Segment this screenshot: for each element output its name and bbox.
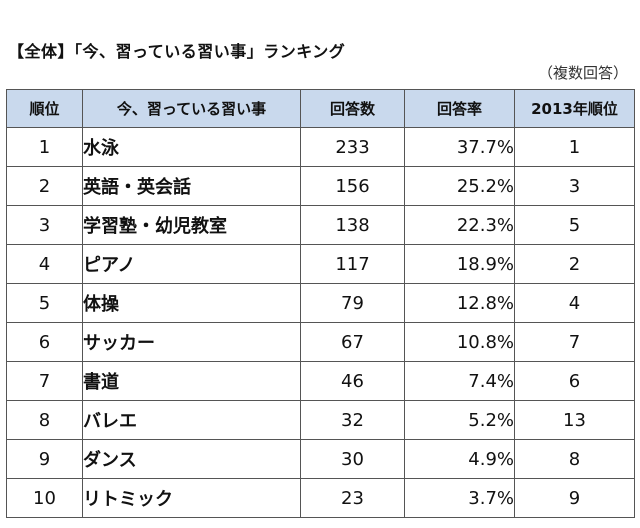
table-row: 10 リトミック 23 3.7% 9: [6, 478, 635, 518]
rank-cell: 8: [6, 400, 83, 440]
lesson-name-cell: バレエ: [82, 400, 301, 440]
prev-rank-cell: 5: [514, 205, 635, 245]
table-row: 1 水泳 233 37.7% 1: [6, 127, 635, 167]
rank-cell: 7: [6, 361, 83, 401]
table-row: 2 英語・英会話 156 25.2% 3: [6, 166, 635, 206]
header-count: 回答数: [300, 89, 405, 128]
rank-cell: 4: [6, 244, 83, 284]
lesson-name-cell: リトミック: [82, 478, 301, 518]
lesson-name-cell: サッカー: [82, 322, 301, 362]
header-2013-rank: 2013年順位: [514, 89, 635, 128]
rank-cell: 5: [6, 283, 83, 323]
rate-cell: 25.2%: [404, 166, 515, 206]
prev-rank-cell: 8: [514, 439, 635, 479]
table-row: 5 体操 79 12.8% 4: [6, 283, 635, 323]
rate-cell: 10.8%: [404, 322, 515, 362]
lesson-name-cell: ピアノ: [82, 244, 301, 284]
count-cell: 32: [300, 400, 405, 440]
rank-cell: 3: [6, 205, 83, 245]
rank-cell: 6: [6, 322, 83, 362]
rate-cell: 7.4%: [404, 361, 515, 401]
lesson-name-cell: 英語・英会話: [82, 166, 301, 206]
rank-cell: 1: [6, 127, 83, 167]
count-cell: 138: [300, 205, 405, 245]
table-row: 9 ダンス 30 4.9% 8: [6, 439, 635, 479]
lesson-name-cell: ダンス: [82, 439, 301, 479]
count-cell: 156: [300, 166, 405, 206]
lesson-name-cell: 体操: [82, 283, 301, 323]
multiple-answer-note: （複数回答）: [537, 64, 628, 82]
count-cell: 46: [300, 361, 405, 401]
prev-rank-cell: 1: [514, 127, 635, 167]
page-title: 【全体】「今、習っている習い事」ランキング: [8, 42, 346, 61]
prev-rank-cell: 4: [514, 283, 635, 323]
rate-cell: 22.3%: [404, 205, 515, 245]
rate-cell: 5.2%: [404, 400, 515, 440]
rate-cell: 18.9%: [404, 244, 515, 284]
count-cell: 67: [300, 322, 405, 362]
count-cell: 79: [300, 283, 405, 323]
lesson-name-cell: 学習塾・幼児教室: [82, 205, 301, 245]
rank-cell: 9: [6, 439, 83, 479]
rate-cell: 12.8%: [404, 283, 515, 323]
count-cell: 23: [300, 478, 405, 518]
rank-cell: 10: [6, 478, 83, 518]
prev-rank-cell: 13: [514, 400, 635, 440]
prev-rank-cell: 9: [514, 478, 635, 518]
header-rate: 回答率: [404, 89, 515, 128]
table-header-row: 順位 今、習っている習い事 回答数 回答率 2013年順位: [6, 89, 635, 128]
rank-cell: 2: [6, 166, 83, 206]
count-cell: 117: [300, 244, 405, 284]
table-row: 4 ピアノ 117 18.9% 2: [6, 244, 635, 284]
lesson-name-cell: 水泳: [82, 127, 301, 167]
table-row: 7 書道 46 7.4% 6: [6, 361, 635, 401]
rate-cell: 37.7%: [404, 127, 515, 167]
rate-cell: 3.7%: [404, 478, 515, 518]
prev-rank-cell: 6: [514, 361, 635, 401]
rate-cell: 4.9%: [404, 439, 515, 479]
lesson-name-cell: 書道: [82, 361, 301, 401]
count-cell: 30: [300, 439, 405, 479]
header-rank: 順位: [6, 89, 83, 128]
count-cell: 233: [300, 127, 405, 167]
prev-rank-cell: 7: [514, 322, 635, 362]
prev-rank-cell: 2: [514, 244, 635, 284]
ranking-table: 順位 今、習っている習い事 回答数 回答率 2013年順位 1 水泳 233 3…: [6, 89, 635, 518]
header-lesson: 今、習っている習い事: [82, 89, 301, 128]
table-row: 8 バレエ 32 5.2% 13: [6, 400, 635, 440]
table-row: 3 学習塾・幼児教室 138 22.3% 5: [6, 205, 635, 245]
table-row: 6 サッカー 67 10.8% 7: [6, 322, 635, 362]
prev-rank-cell: 3: [514, 166, 635, 206]
